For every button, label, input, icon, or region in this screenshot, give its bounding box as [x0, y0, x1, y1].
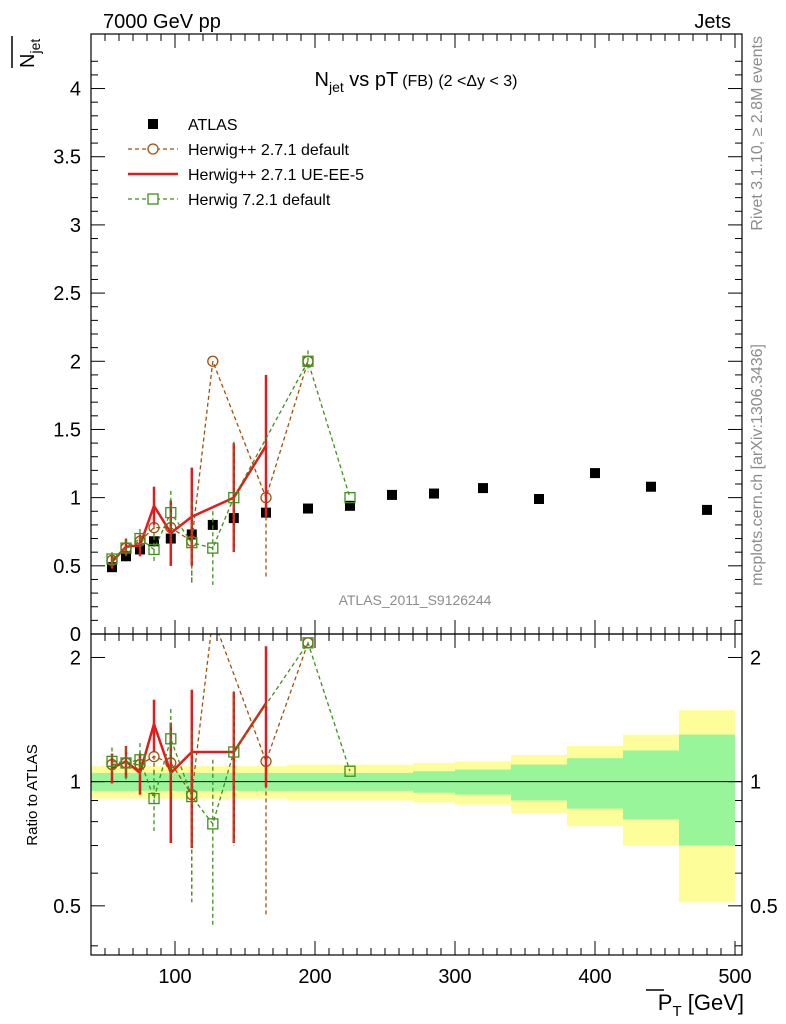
series-marker — [207, 355, 219, 367]
series-marker — [165, 506, 177, 519]
x-tick-label: 400 — [578, 966, 611, 988]
band-inner-bin — [623, 750, 679, 820]
atlas-point — [702, 504, 712, 515]
series-line — [111, 641, 351, 826]
svg-text:Njet: Njet — [17, 39, 43, 68]
series-marker — [186, 790, 198, 803]
atlas-point — [478, 483, 488, 494]
series-marker — [344, 765, 356, 777]
ratio-y-tick-label-right: 1 — [750, 772, 761, 794]
y-tick-label: 4 — [70, 79, 81, 101]
y-tick-label: 0.5 — [53, 556, 81, 578]
main-ylabel: Njet — [17, 39, 43, 68]
series-line — [111, 702, 268, 776]
x-tick-label: 200 — [298, 966, 331, 988]
ratio-y-tick-label: 1 — [70, 772, 81, 794]
atlas-point — [345, 500, 355, 511]
atlas-point — [429, 488, 439, 499]
x-tick-label: 100 — [158, 966, 191, 988]
x-tick-label: 500 — [718, 966, 751, 988]
series-marker — [106, 755, 118, 768]
y-tick-label: 1 — [70, 488, 81, 510]
atlas-point — [534, 494, 544, 504]
watermark: ATLAS_2011_S9126244 — [339, 592, 492, 608]
series-marker — [134, 754, 146, 766]
y-tick-label: 2 — [70, 351, 81, 373]
atlas-point — [149, 536, 159, 547]
main-panel — [106, 350, 712, 585]
atlas-point — [303, 503, 313, 514]
atlas-point — [387, 489, 397, 500]
series-marker — [106, 553, 118, 565]
series-marker — [208, 612, 218, 622]
legend-label: Herwig++ 2.7.1 UE-EE-5 — [188, 167, 364, 184]
ratio-y-tick-label-right: 0.5 — [750, 896, 778, 918]
legend-swatch — [148, 119, 158, 129]
band-inner-bin — [567, 758, 623, 809]
atlas-point — [646, 481, 656, 492]
header-right: Jets — [694, 11, 731, 33]
band-inner-bin — [679, 734, 735, 846]
legend-marker — [147, 143, 159, 155]
series-marker — [120, 542, 132, 554]
ratio-y-tick-label-right: 2 — [750, 647, 761, 669]
series-marker — [186, 536, 198, 549]
band-inner-bin — [511, 764, 567, 801]
y-tick-label: 3 — [70, 215, 81, 237]
legend-marker — [147, 193, 159, 205]
series-marker — [207, 542, 219, 554]
y-tick-label: 2.5 — [53, 283, 81, 305]
y-tick-label: 1.5 — [53, 419, 81, 441]
chart-title: Njet vs pT (FB) (2 <Δy < 3) — [315, 69, 518, 95]
series-line — [111, 359, 351, 560]
series-line — [111, 634, 309, 797]
series-marker — [134, 532, 146, 545]
ratio-y-tick-label: 0.5 — [53, 896, 81, 918]
x-axis-label: PT [GeV] — [658, 990, 744, 1020]
header-left: 7000 GeV pp — [103, 11, 221, 33]
series-line — [111, 361, 309, 561]
series-marker — [120, 757, 132, 769]
ratio-panel — [106, 612, 356, 925]
series-marker — [207, 818, 219, 830]
atlas-point — [590, 468, 600, 479]
legend-label: Herwig 7.2.1 default — [188, 192, 331, 209]
legend: ATLAS Herwig++ 2.7.1 default Herwig++ 2.7.… — [128, 117, 364, 209]
series-marker — [302, 355, 314, 367]
legend-label: Herwig++ 2.7.1 default — [188, 142, 350, 159]
rivet-label: Rivet 3.1.10, ≥ 2.8M events — [749, 36, 766, 231]
series-marker — [344, 491, 356, 504]
x-tick-label: 300 — [438, 966, 471, 988]
ratio-ylabel: Ratio to ATLAS — [24, 744, 41, 845]
y-tick-label: 3.5 — [53, 147, 81, 169]
y-tick-label: 0 — [70, 624, 81, 646]
series-marker — [148, 543, 160, 556]
mcplots-label: mcplots.cern.ch [arXiv:1306.3436] — [749, 344, 766, 586]
series-marker — [148, 792, 160, 805]
ratio-uncertainty-band — [91, 710, 742, 903]
series-marker — [165, 733, 177, 745]
legend-label: ATLAS — [188, 117, 238, 134]
series-line — [111, 445, 268, 563]
ratio-y-tick-label: 2 — [70, 647, 81, 669]
atlas-point — [207, 519, 218, 530]
ratio-frame — [90, 633, 743, 956]
series-marker — [302, 637, 314, 649]
series-marker — [228, 491, 240, 504]
series-marker — [228, 746, 240, 758]
